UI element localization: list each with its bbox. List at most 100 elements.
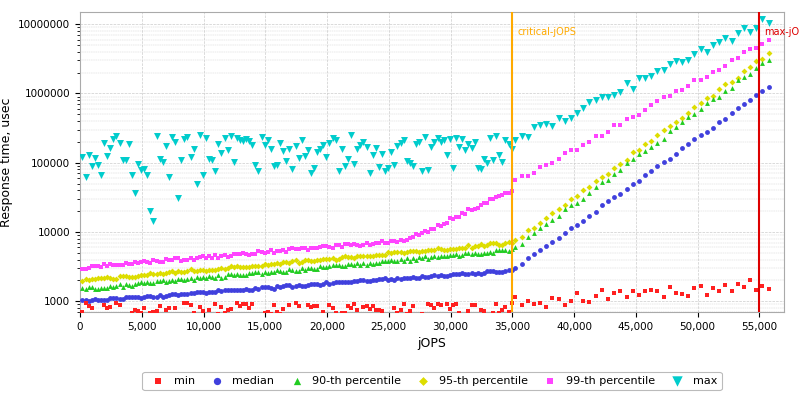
95-th percentile [110,276,123,282]
95-th percentile [676,114,689,121]
99-th percentile [107,262,120,268]
90-th percentile [453,253,466,259]
99-th percentile [540,162,553,168]
median [626,181,639,187]
min [317,309,330,316]
99-th percentile [527,169,540,176]
95-th percentile [289,257,302,264]
max [638,75,651,81]
min [502,309,515,315]
median [156,293,169,300]
90-th percentile [552,212,565,219]
90-th percentile [252,269,265,275]
90-th percentile [385,256,398,263]
99-th percentile [134,259,147,266]
90-th percentile [441,253,454,259]
min [258,310,271,316]
99-th percentile [209,252,222,258]
median [701,129,714,135]
90-th percentile [342,261,354,267]
95-th percentile [620,157,633,163]
median [370,276,382,283]
99-th percentile [212,254,225,261]
max [227,158,240,165]
min [323,301,336,308]
90-th percentile [496,247,509,254]
95-th percentile [391,249,404,255]
min [490,300,502,307]
median [126,294,138,300]
95-th percentile [431,245,444,251]
99-th percentile [602,129,614,135]
min [515,302,528,308]
min [756,283,769,290]
95-th percentile [156,270,169,277]
99-th percentile [546,160,559,167]
95-th percentile [230,263,243,270]
median [314,282,326,288]
95-th percentile [166,268,178,274]
95-th percentile [403,248,416,255]
90-th percentile [107,284,120,290]
90-th percentile [373,260,386,266]
90-th percentile [540,221,553,227]
90-th percentile [688,111,701,117]
min [101,305,114,312]
99-th percentile [277,247,290,254]
max [348,161,361,167]
95-th percentile [373,252,386,258]
95-th percentile [255,262,268,269]
90-th percentile [583,190,596,196]
95-th percentile [178,269,190,275]
min [234,303,246,309]
95-th percentile [330,256,342,263]
95-th percentile [348,254,361,261]
95-th percentile [565,196,578,202]
median [194,289,206,296]
99-th percentile [246,251,258,257]
median [209,289,222,296]
90-th percentile [465,251,478,257]
max [357,139,370,146]
max [305,169,318,176]
99-th percentile [89,263,102,269]
99-th percentile [218,251,231,258]
95-th percentile [218,266,231,272]
median [258,284,271,290]
min [719,282,732,288]
95-th percentile [98,275,110,281]
min [478,308,490,314]
95-th percentile [172,268,185,274]
90-th percentile [138,279,150,286]
90-th percentile [565,202,578,208]
95-th percentile [162,268,175,275]
99-th percentile [373,239,386,246]
min [688,285,701,291]
median [172,292,185,298]
90-th percentile [237,272,250,278]
95-th percentile [706,93,719,99]
99-th percentile [570,146,583,153]
min [682,293,694,299]
max [159,143,172,150]
95-th percentile [122,274,135,280]
max [107,136,120,142]
99-th percentile [240,250,253,257]
99-th percentile [756,41,769,48]
max [345,132,358,139]
90-th percentile [382,258,394,264]
median [82,298,95,304]
median [413,275,426,281]
95-th percentile [602,170,614,177]
90-th percentile [206,274,218,281]
90-th percentile [197,274,210,280]
90-th percentile [522,234,534,240]
95-th percentile [595,173,608,180]
median [595,202,608,208]
99-th percentile [197,253,210,259]
95-th percentile [267,260,280,267]
99-th percentile [330,241,342,248]
max [443,136,456,143]
90-th percentile [134,279,147,286]
99-th percentile [267,250,280,256]
